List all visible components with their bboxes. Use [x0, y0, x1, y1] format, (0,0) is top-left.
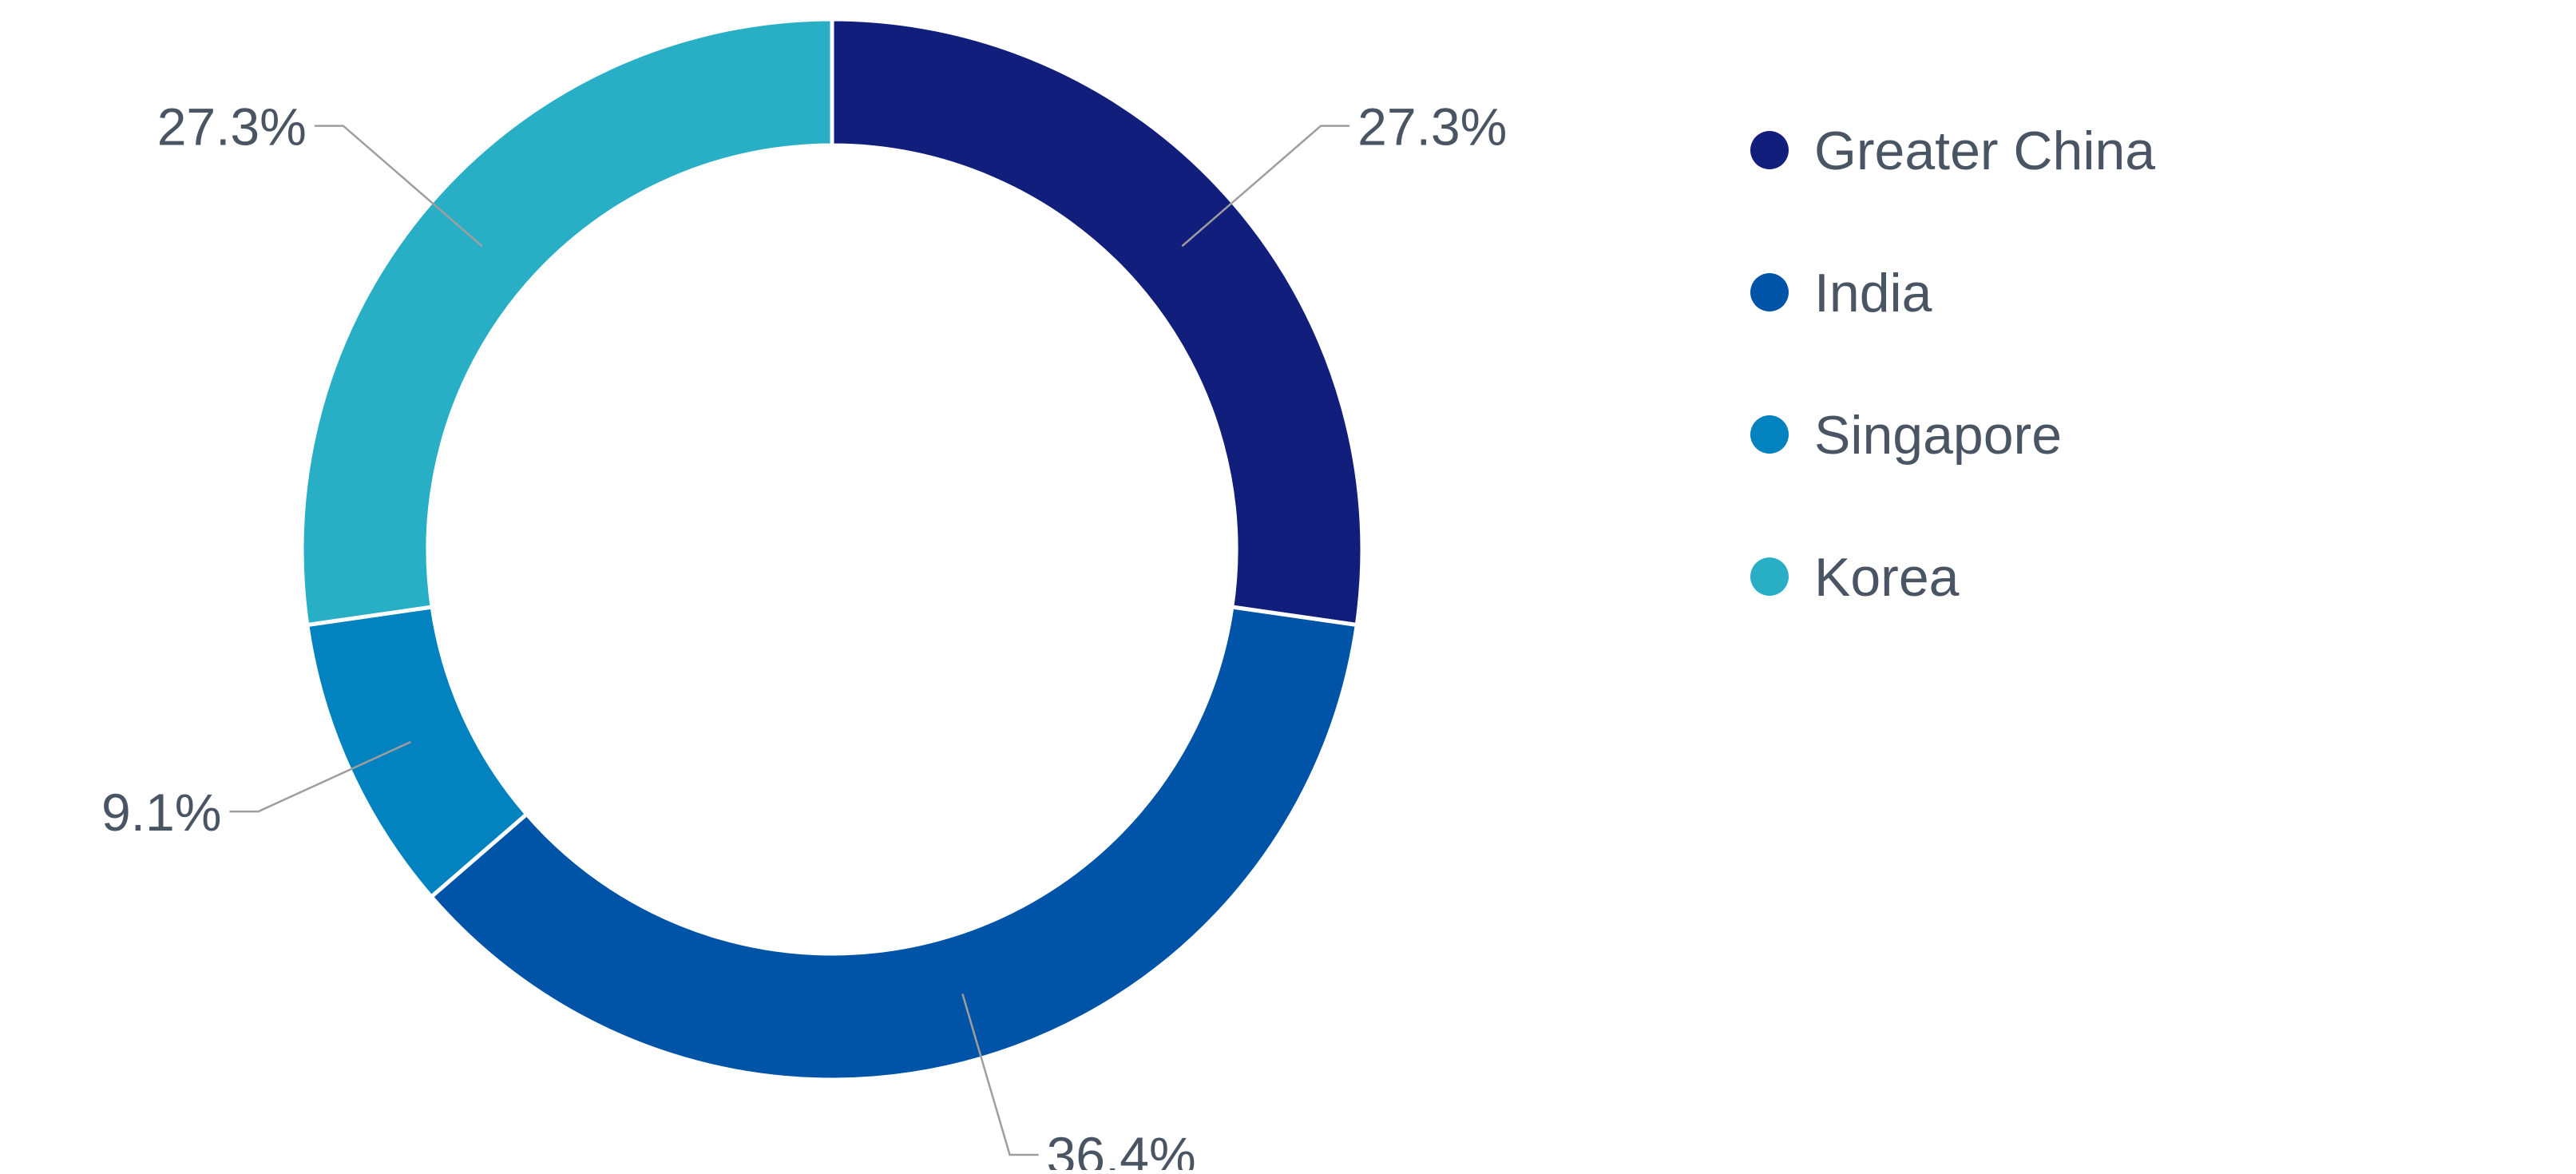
slice-india: [428, 605, 1360, 1082]
donut-slices: [299, 17, 1365, 1082]
legend-label-singapore: Singapore: [1814, 405, 2062, 466]
legend-marker-korea: [1750, 557, 1789, 596]
data-label-korea: 27.3%: [157, 97, 307, 157]
leader-line-korea: [314, 125, 483, 248]
leader-line-singapore: [229, 740, 411, 813]
slice-greater-china: [830, 17, 1365, 628]
leader-lines: [229, 125, 1350, 1156]
legend-marker-greater-china: [1750, 131, 1789, 169]
legend-label-korea: Korea: [1814, 547, 1960, 608]
data-label-greater-china: 27.3%: [1357, 97, 1507, 157]
data-labels: 27.3% 36.4% 9.1% 27.3%: [101, 97, 1507, 1174]
legend: Greater China India Singapore Korea: [1750, 121, 2155, 608]
legend-marker-singapore: [1750, 415, 1789, 454]
leader-line-greater-china: [1181, 125, 1350, 248]
legend-label-greater-china: Greater China: [1814, 121, 2155, 181]
legend-marker-india: [1750, 273, 1789, 311]
data-label-singapore: 9.1%: [101, 783, 221, 842]
legend-label-india: India: [1814, 263, 1932, 323]
slice-korea: [299, 17, 834, 628]
leader-line-india: [961, 994, 1039, 1156]
data-label-india: 36.4%: [1047, 1126, 1196, 1170]
